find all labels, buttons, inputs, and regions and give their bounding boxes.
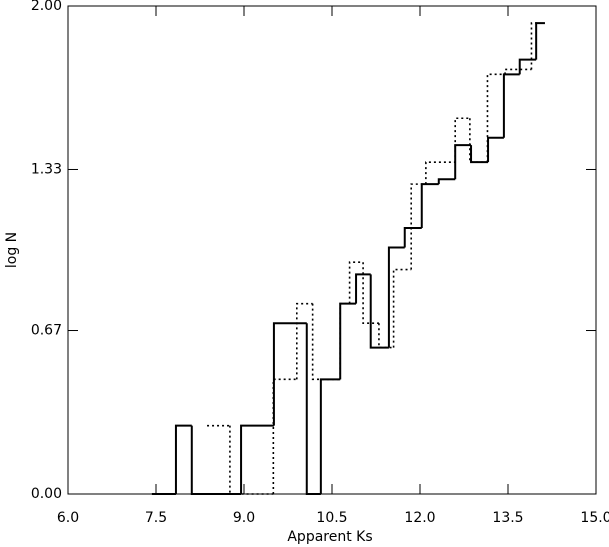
histogram-step [240, 424, 274, 494]
histogram-step [518, 58, 537, 75]
histogram-step [229, 425, 274, 495]
histogram-step [487, 136, 504, 163]
histogram-step [190, 425, 242, 495]
x-tick-label: 6.0 [57, 510, 79, 526]
histogram-step [420, 183, 439, 229]
x-tick-label: 12.0 [404, 510, 435, 526]
histogram-step [425, 161, 456, 185]
histogram-step [504, 68, 532, 75]
x-tick-label: 15.0 [580, 510, 609, 526]
y-tick-label: 0.67 [31, 323, 62, 339]
x-tick-label: 10.5 [316, 510, 347, 526]
histogram-step [454, 117, 470, 163]
histogram-step [355, 273, 371, 304]
histogram-step [305, 323, 321, 495]
histogram-step [392, 268, 412, 348]
histogram-step [403, 227, 422, 248]
histogram-step [319, 378, 341, 494]
x-axis-label: Apparent Ks [287, 529, 372, 545]
histogram-step [378, 323, 394, 349]
histogram-step [369, 274, 389, 349]
histogram-step [470, 145, 489, 164]
y-axis-label: log N [4, 232, 20, 268]
histogram-step [486, 73, 506, 163]
histogram-step [387, 246, 405, 348]
y-tick-label: 0.00 [31, 486, 62, 502]
histogram-step [272, 378, 297, 494]
y-tick-label: 1.33 [31, 161, 62, 177]
histogram-step [362, 262, 379, 324]
histogram-step [454, 144, 472, 180]
histogram-step [410, 183, 426, 270]
plot-frame [67, 5, 597, 495]
histogram-step [296, 302, 313, 380]
histogram-step [272, 322, 307, 426]
histogram-step [339, 302, 357, 380]
histogram-step [530, 22, 541, 70]
y-tick-label: 2.00 [31, 0, 62, 14]
histogram-step [311, 303, 341, 381]
histogram-step [174, 424, 192, 494]
histogram-step [348, 261, 364, 304]
histogram-step [437, 178, 456, 185]
histogram-step [469, 118, 488, 163]
x-tick-label: 9.0 [233, 510, 255, 526]
x-tick-label: 7.5 [145, 510, 167, 526]
histogram-step [502, 73, 520, 138]
histogram-step [339, 302, 350, 380]
histogram-step [535, 22, 545, 60]
x-tick-label: 13.5 [492, 510, 523, 526]
